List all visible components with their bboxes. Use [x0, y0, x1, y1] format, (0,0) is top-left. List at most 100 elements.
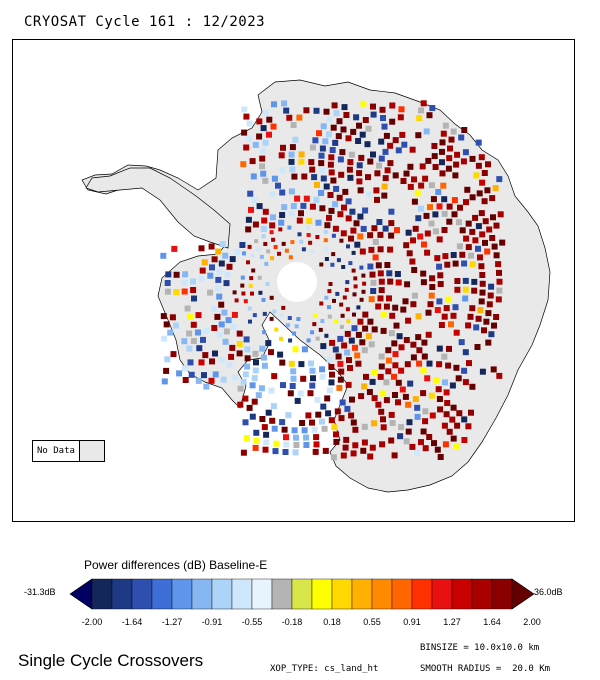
crossover-cell	[271, 101, 277, 108]
crossover-cell	[453, 364, 460, 371]
crossover-cell	[448, 136, 455, 143]
crossover-cell	[243, 113, 250, 120]
crossover-cell	[261, 217, 268, 224]
crossover-cell	[346, 319, 351, 324]
crossover-cell	[319, 205, 326, 212]
crossover-cell	[372, 239, 379, 245]
crossover-cell	[301, 173, 308, 180]
pole-hole	[277, 262, 317, 302]
crossover-cell	[164, 280, 171, 286]
crossover-cell	[399, 131, 406, 138]
crossover-cell	[356, 162, 363, 169]
crossover-cell	[445, 296, 452, 303]
crossover-cell	[380, 390, 387, 397]
crossover-cell	[286, 114, 293, 121]
crossover-cell	[338, 415, 345, 422]
crossover-cell	[323, 230, 328, 234]
crossover-cell	[319, 262, 324, 267]
crossover-cell	[427, 301, 434, 308]
crossover-cell	[452, 260, 459, 267]
crossover-cell	[371, 326, 378, 333]
crossover-cell	[344, 405, 351, 412]
crossover-cell	[328, 154, 335, 161]
crossover-cell	[171, 245, 178, 252]
crossover-cell	[378, 287, 385, 294]
crossover-cell	[230, 324, 237, 331]
crossover-cell	[468, 252, 474, 259]
crossover-cell	[161, 335, 168, 342]
crossover-cell	[348, 337, 355, 344]
crossover-cell	[296, 114, 303, 121]
crossover-cell	[368, 246, 375, 253]
colorbar-swatch	[151, 578, 173, 610]
crossover-cell	[173, 289, 180, 296]
crossover-cell	[454, 151, 461, 158]
crossover-cell	[281, 426, 288, 433]
crossover-cell	[374, 170, 381, 177]
crossover-cell	[492, 185, 499, 192]
crossover-cell	[418, 182, 425, 189]
crossover-cell	[327, 289, 332, 294]
crossover-cell	[370, 279, 377, 286]
crossover-cell	[244, 346, 251, 353]
crossover-cell	[399, 386, 406, 393]
crossover-cell	[253, 437, 260, 444]
crossover-cell	[418, 107, 424, 114]
crossover-cell	[303, 107, 310, 114]
crossover-cell	[336, 118, 343, 125]
crossover-cell	[201, 259, 208, 266]
crossover-cell	[380, 424, 387, 431]
crossover-cell	[303, 442, 310, 448]
crossover-cell	[469, 155, 476, 162]
crossover-cell	[434, 255, 441, 262]
crossover-cell	[392, 362, 399, 369]
crossover-cell	[270, 256, 274, 261]
crossover-cell	[261, 362, 268, 369]
crossover-cell	[437, 454, 444, 460]
crossover-cell	[454, 278, 461, 284]
crossover-cell	[377, 231, 384, 238]
crossover-cell	[378, 363, 385, 370]
crossover-cell	[287, 390, 294, 397]
crossover-cell	[388, 437, 395, 444]
crossover-cell	[218, 301, 225, 308]
crossover-cell	[496, 287, 503, 294]
crossover-cell	[469, 305, 476, 312]
crossover-cell	[439, 159, 445, 166]
crossover-cell	[391, 373, 397, 380]
crossover-cell	[485, 161, 491, 168]
crossover-cell	[316, 130, 322, 137]
colorbar-swatch	[351, 578, 373, 610]
crossover-cell	[221, 309, 228, 316]
crossover-cell	[331, 424, 338, 431]
crossover-cell	[249, 382, 256, 389]
crossover-cell	[181, 279, 188, 286]
crossover-cell	[252, 141, 259, 148]
crossover-cell	[351, 250, 356, 255]
crossover-cell	[384, 167, 391, 174]
crossover-cell	[219, 241, 226, 248]
crossover-cell	[240, 378, 247, 385]
crossover-cell	[461, 437, 468, 443]
crossover-cell	[478, 263, 485, 270]
crossover-cell	[283, 434, 289, 441]
crossover-cell	[350, 419, 357, 426]
crossover-cell	[208, 377, 215, 384]
crossover-cell	[336, 384, 343, 391]
crossover-cell	[265, 340, 272, 347]
crossover-cell	[396, 333, 403, 340]
crossover-cell	[420, 100, 427, 107]
crossover-cell	[415, 132, 422, 139]
crossover-cell	[251, 197, 258, 204]
crossover-cell	[318, 190, 324, 196]
crossover-cell	[358, 393, 365, 400]
crossover-cell	[229, 256, 236, 263]
crossover-cell	[306, 338, 311, 343]
crossover-cell	[164, 356, 171, 363]
crossover-cell	[403, 170, 410, 177]
crossover-cell	[440, 130, 447, 137]
crossover-cell	[335, 353, 342, 360]
crossover-cell	[226, 362, 233, 369]
crossover-cell	[377, 295, 384, 302]
crossover-cell	[167, 329, 174, 336]
